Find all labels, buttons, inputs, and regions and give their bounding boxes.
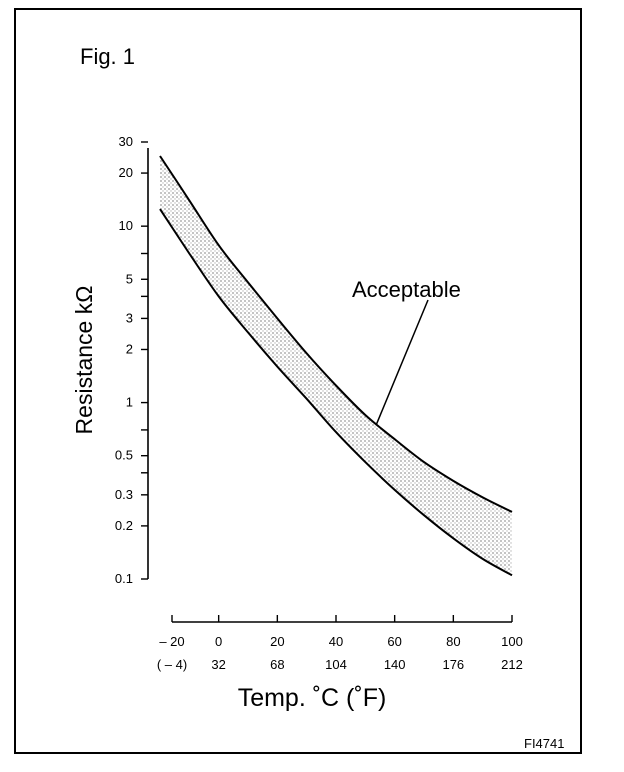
x-axis-title: Temp. ˚C (˚F) <box>238 684 387 712</box>
x-tick-label-celsius: – 20 <box>159 634 184 649</box>
x-tick-label-celsius: 80 <box>446 634 460 649</box>
x-tick-label-fahrenheit: 68 <box>270 657 284 672</box>
acceptable-band <box>160 156 512 576</box>
y-tick-label: 10 <box>119 218 133 233</box>
annotation-acceptable: Acceptable <box>352 277 461 302</box>
x-tick-label-celsius: 60 <box>387 634 401 649</box>
y-tick-label: 3 <box>126 310 133 325</box>
y-tick-label: 0.3 <box>115 487 133 502</box>
x-tick-label-fahrenheit: 176 <box>442 657 464 672</box>
figure-frame <box>14 8 582 754</box>
x-tick-label-fahrenheit: 140 <box>384 657 406 672</box>
lower-limit-curve <box>159 208 513 577</box>
x-tick-label-fahrenheit: 32 <box>211 657 225 672</box>
x-tick-label-fahrenheit: 104 <box>325 657 347 672</box>
upper-limit-curve <box>159 155 513 513</box>
y-tick-label: 5 <box>126 271 133 286</box>
y-tick-label: 20 <box>119 165 133 180</box>
x-tick-label-celsius: 40 <box>329 634 343 649</box>
figure-title: Fig. 1 <box>80 44 136 69</box>
annotation-leader-line <box>375 299 429 426</box>
x-tick-label-fahrenheit: ( – 4) <box>157 657 187 672</box>
y-tick-label: 0.2 <box>115 518 133 533</box>
figure-code: FI4741 <box>524 736 565 751</box>
x-tick-label-celsius: 20 <box>270 634 284 649</box>
y-tick-label: 2 <box>126 341 133 356</box>
x-tick-label-fahrenheit: 212 <box>501 657 523 672</box>
y-axis-title: Resistance kΩ <box>71 286 97 435</box>
y-tick-label: 0.1 <box>115 571 133 586</box>
y-tick-label: 30 <box>119 134 133 149</box>
x-tick-label-celsius: 0 <box>215 634 222 649</box>
x-tick-label-celsius: 100 <box>501 634 523 649</box>
y-tick-label: 0.5 <box>115 448 133 463</box>
y-tick-label: 1 <box>126 395 133 410</box>
